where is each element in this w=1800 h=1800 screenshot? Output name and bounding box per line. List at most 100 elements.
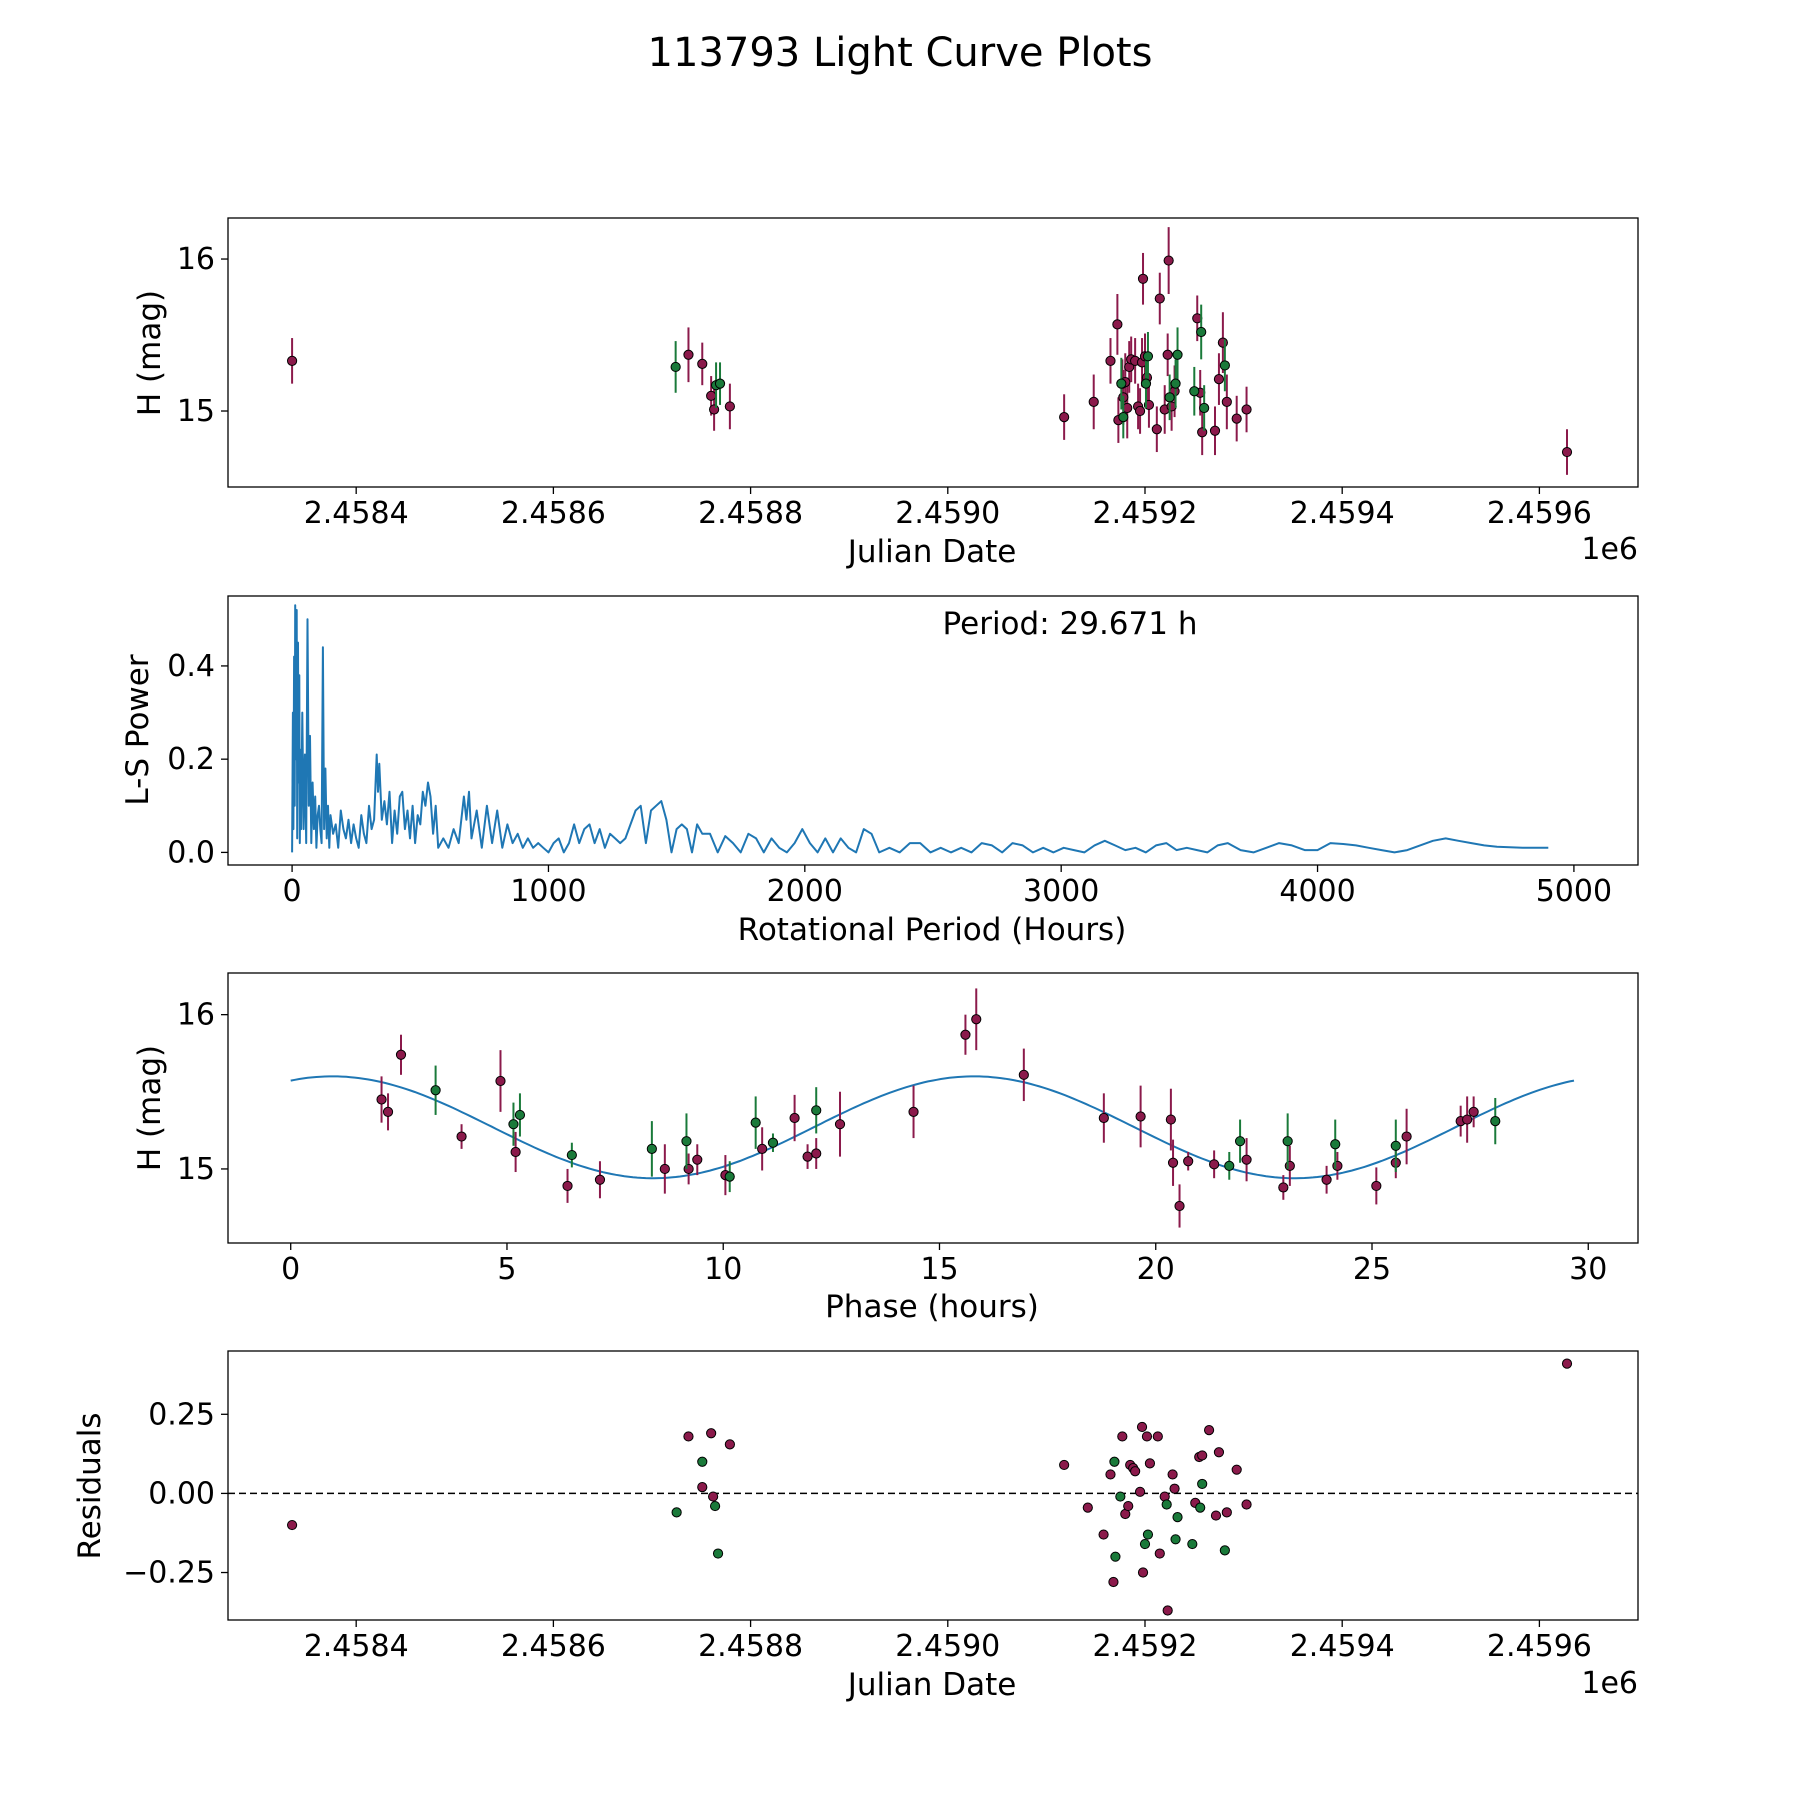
x-tick-label: 2.4590 — [895, 496, 1000, 531]
phase-panel: 0 5 10 15 20 25 30 15 16 Phase (hours) H (mag) — [132, 972, 1639, 1325]
green-point — [1390, 1140, 1401, 1151]
magenta-point — [908, 1106, 919, 1117]
magenta-point — [376, 1094, 387, 1105]
green-point — [697, 1456, 708, 1467]
magenta-point — [1141, 1431, 1153, 1442]
y-tick-label: 0.25 — [148, 1397, 215, 1432]
magenta-point — [1371, 1180, 1382, 1192]
lightcurve-frame — [227, 217, 1639, 488]
green-point — [1330, 1139, 1341, 1150]
green-point — [1172, 1512, 1183, 1523]
magenta-point — [697, 1481, 708, 1493]
x-tick-label: 2.4586 — [501, 1629, 606, 1664]
residuals-panel: 2.4584 2.4586 2.4588 2.4590 2.4592 2.4594 2.45… — [72, 1350, 1639, 1703]
periodogram-frame — [227, 595, 1639, 866]
magenta-point — [706, 390, 717, 401]
x-tick-label: 1000 — [510, 874, 586, 909]
periodogram-marks — [291, 604, 1549, 854]
periodogram-ticks: 0 1000 2000 3000 4000 5000 0.0 0.2 0.4 — [167, 649, 1612, 909]
magenta-point — [1108, 1576, 1119, 1588]
x-tick-label: 5 — [497, 1252, 516, 1287]
magenta-point — [1134, 1486, 1146, 1497]
ls-power-line — [291, 604, 1549, 854]
green-point — [508, 1119, 519, 1130]
green-point — [1199, 402, 1210, 414]
lightcurve-ticks: 2.4584 2.4586 2.4588 2.4590 2.4592 2.4594 2.45… — [177, 242, 1592, 531]
magenta-point — [1018, 1069, 1029, 1080]
green-point — [1490, 1116, 1501, 1127]
green-point — [646, 1143, 657, 1154]
magenta-point — [1123, 1500, 1134, 1512]
magenta-point — [1221, 1507, 1232, 1518]
magenta-point — [1167, 1157, 1179, 1168]
magenta-point — [1165, 1114, 1176, 1125]
green-point — [514, 1109, 526, 1121]
green-point — [1187, 1538, 1198, 1550]
magenta-point — [1278, 1182, 1289, 1193]
magenta-point — [1183, 1156, 1194, 1167]
magenta-point — [395, 1049, 407, 1060]
lightcurve-ylabel: H (mag) — [132, 290, 168, 416]
green-point — [670, 361, 681, 373]
residuals-ticks: 2.4584 2.4586 2.4588 2.4590 2.4592 2.4594 2.45… — [123, 1397, 1592, 1664]
magenta-point — [286, 355, 298, 366]
magenta-point — [286, 1519, 298, 1531]
phase-xlabel: Phase (hours) — [825, 1289, 1039, 1325]
magenta-point — [1162, 349, 1173, 360]
phase-marks — [290, 988, 1575, 1228]
green-point — [1170, 1534, 1181, 1545]
magenta-point — [562, 1180, 573, 1192]
magenta-point — [1217, 337, 1228, 348]
magenta-point — [811, 1148, 822, 1159]
x-tick-label: 15 — [920, 1252, 958, 1287]
magenta-point — [1197, 1450, 1208, 1461]
green-point — [1172, 349, 1183, 360]
magenta-point — [1136, 1421, 1148, 1433]
x-tick-label: 2.4594 — [1290, 496, 1395, 531]
magenta-point — [1203, 1425, 1215, 1436]
x-tick-label: 5000 — [1536, 874, 1612, 909]
x-tick-label: 2.4596 — [1487, 1629, 1592, 1664]
lightcurve-x-offset: 1e6 — [1581, 532, 1638, 567]
magenta-point — [802, 1151, 813, 1162]
green-point — [750, 1117, 761, 1128]
magenta-point — [1137, 273, 1149, 284]
magenta-point — [1241, 1499, 1252, 1510]
magenta-point — [708, 1491, 719, 1502]
magenta-point — [757, 1143, 768, 1154]
green-point — [724, 1171, 735, 1182]
magenta-point — [724, 401, 735, 412]
magenta-point — [1213, 1447, 1225, 1458]
x-tick-label: 2.4592 — [1093, 496, 1198, 531]
green-point — [1118, 411, 1129, 423]
magenta-point — [1151, 424, 1162, 435]
magenta-point — [1221, 396, 1232, 407]
x-tick-label: 2.4590 — [895, 1629, 1000, 1664]
x-tick-label: 2.4584 — [304, 496, 409, 531]
green-point — [709, 1500, 721, 1512]
magenta-point — [1169, 1483, 1180, 1494]
magenta-point — [683, 349, 694, 360]
magenta-point — [382, 1106, 394, 1117]
y-tick-label: 16 — [177, 242, 215, 277]
magenta-point — [1154, 293, 1165, 304]
x-tick-label: 2.4588 — [698, 496, 803, 531]
magenta-point — [683, 1431, 694, 1442]
green-point — [1224, 1160, 1235, 1171]
green-point — [811, 1105, 822, 1116]
green-point — [1234, 1136, 1246, 1147]
magenta-point — [1088, 396, 1099, 407]
x-tick-label: 2.4592 — [1093, 1629, 1198, 1664]
green-point — [671, 1507, 682, 1518]
phase-frame — [227, 972, 1639, 1244]
y-tick-label: 15 — [177, 394, 215, 429]
x-tick-label: 2000 — [767, 874, 843, 909]
x-tick-label: 2.4586 — [501, 496, 606, 531]
x-tick-label: 2.4594 — [1290, 1629, 1395, 1664]
x-tick-label: 0 — [283, 874, 302, 909]
green-point — [1195, 1502, 1206, 1513]
x-tick-label: 10 — [704, 1252, 742, 1287]
magenta-point — [960, 1029, 971, 1040]
magenta-point — [1163, 255, 1174, 266]
magenta-point — [495, 1075, 506, 1087]
